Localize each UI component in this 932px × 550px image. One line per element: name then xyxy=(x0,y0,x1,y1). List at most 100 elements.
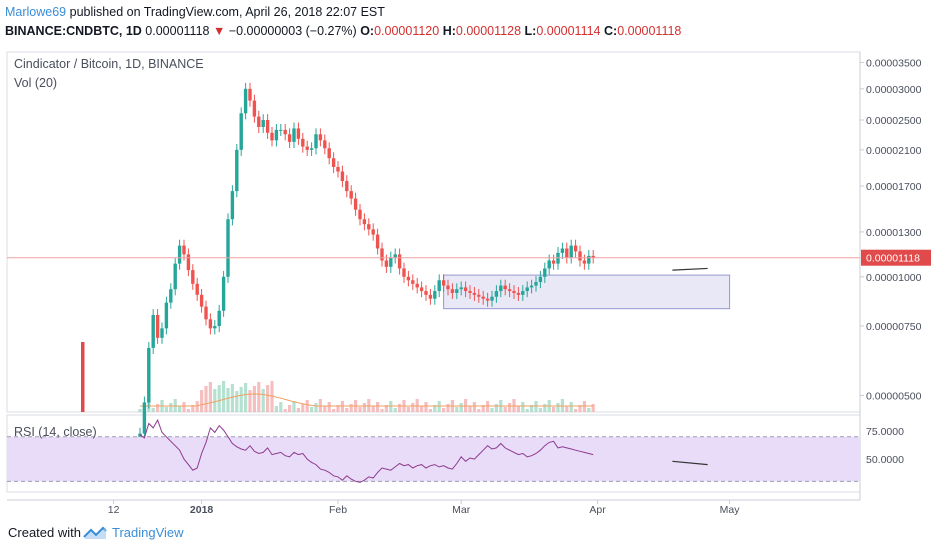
candle-body xyxy=(393,254,397,258)
price-tick-label: 0.00002100 xyxy=(866,145,922,157)
candle-body xyxy=(314,134,318,149)
volume-bar xyxy=(556,403,560,412)
candle-body xyxy=(252,100,257,117)
candle-body xyxy=(587,255,591,264)
volume-indicator-label: Vol (20) xyxy=(14,76,57,90)
candle-body xyxy=(164,302,169,329)
volume-bar xyxy=(380,409,384,412)
candle-body xyxy=(217,310,221,327)
candle-body xyxy=(318,134,323,141)
volume-bar xyxy=(222,381,226,412)
price-change: −0.00000003 (−0.27%) xyxy=(228,24,357,38)
volume-bar xyxy=(477,409,481,412)
volume-bar xyxy=(244,383,248,412)
trend-line xyxy=(672,267,708,271)
volume-bar xyxy=(151,408,155,412)
candle-body xyxy=(169,289,173,303)
volume-bar xyxy=(332,409,336,412)
candle-body xyxy=(327,148,331,159)
volume-bar xyxy=(217,385,221,412)
candle-body xyxy=(301,138,305,147)
rsi-tick-label: 75.0000 xyxy=(866,426,904,438)
price-chart[interactable]: 0.00003500 0.00003000 0.00002500 0.00002100… xyxy=(0,0,932,518)
volume-bar xyxy=(442,408,446,412)
open-value: 0.00001120 xyxy=(374,24,440,38)
volume-bar xyxy=(525,409,529,412)
footer: Created with TradingView xyxy=(0,518,932,550)
candle-body xyxy=(204,306,208,320)
candle-body xyxy=(309,148,314,150)
candle-body xyxy=(191,270,195,284)
volume-bar xyxy=(349,404,353,412)
candle-body xyxy=(424,291,428,295)
candle-body xyxy=(406,276,411,281)
candle-body xyxy=(142,402,147,434)
volume-bar xyxy=(530,405,534,412)
volume-bar xyxy=(446,404,450,412)
volume-bar xyxy=(538,408,542,412)
volume-bar xyxy=(574,409,578,412)
volume-bar xyxy=(279,402,283,412)
consolidation-box xyxy=(443,274,731,310)
volume-bar xyxy=(226,388,230,412)
volume-bar xyxy=(398,404,402,412)
rsi-line xyxy=(139,418,594,483)
candle-body xyxy=(516,292,521,295)
candle-body xyxy=(507,289,512,292)
candle-body xyxy=(375,234,380,249)
tradingview-brand[interactable]: TradingView xyxy=(112,525,184,540)
rsi-pane-title: RSI (14, close) xyxy=(14,425,97,439)
volume-bar xyxy=(230,384,234,412)
publisher-username[interactable]: Marlowe69 xyxy=(5,5,67,19)
candle-body xyxy=(208,319,213,329)
volume-bar xyxy=(565,406,569,412)
volume-bar xyxy=(591,404,595,412)
candle-body xyxy=(230,191,235,220)
candle-body xyxy=(529,285,534,288)
candle-body xyxy=(411,280,415,284)
candle-body xyxy=(499,285,503,292)
price-tick-label: 0.00002500 xyxy=(866,115,922,127)
down-arrow-icon: ▼ xyxy=(212,24,226,38)
candle-body xyxy=(556,252,560,264)
volume-bar xyxy=(186,409,190,412)
candle-body xyxy=(428,294,433,299)
volume-bar xyxy=(257,382,261,412)
volume-bar xyxy=(552,407,556,412)
candle-body xyxy=(283,129,287,135)
rsi-band xyxy=(7,436,860,482)
candle-body xyxy=(292,128,296,142)
volume-bar xyxy=(292,401,296,412)
candle-body xyxy=(521,291,525,295)
candle-body xyxy=(195,283,199,295)
volume-bar xyxy=(384,405,388,412)
volume-bar xyxy=(327,402,331,412)
volume-bar xyxy=(239,387,243,412)
volume-bar xyxy=(266,385,270,412)
candle-body xyxy=(243,88,248,114)
volume-bar xyxy=(424,402,428,412)
volume-bar xyxy=(587,408,591,412)
candle-body xyxy=(481,296,485,299)
candle-body xyxy=(490,296,494,301)
current-price-tag xyxy=(861,249,931,266)
candle-body xyxy=(226,219,230,277)
volume-bar xyxy=(362,403,366,412)
volume-bar xyxy=(296,408,300,412)
candle-body xyxy=(235,149,239,192)
candle-body xyxy=(543,268,547,277)
candle-body xyxy=(349,191,353,199)
candle-body xyxy=(160,328,164,338)
volume-bar xyxy=(283,409,287,412)
candle-body xyxy=(287,134,292,142)
candle-body xyxy=(323,140,327,149)
candle-body xyxy=(380,248,384,261)
candle-body xyxy=(455,289,459,293)
candle-body xyxy=(591,255,595,258)
volume-bar xyxy=(248,390,252,412)
volume-bar xyxy=(371,406,375,412)
close-value: 0.00001118 xyxy=(617,24,682,38)
volume-bar xyxy=(490,408,494,412)
volume-bar xyxy=(310,407,314,412)
candle-body xyxy=(582,260,587,264)
